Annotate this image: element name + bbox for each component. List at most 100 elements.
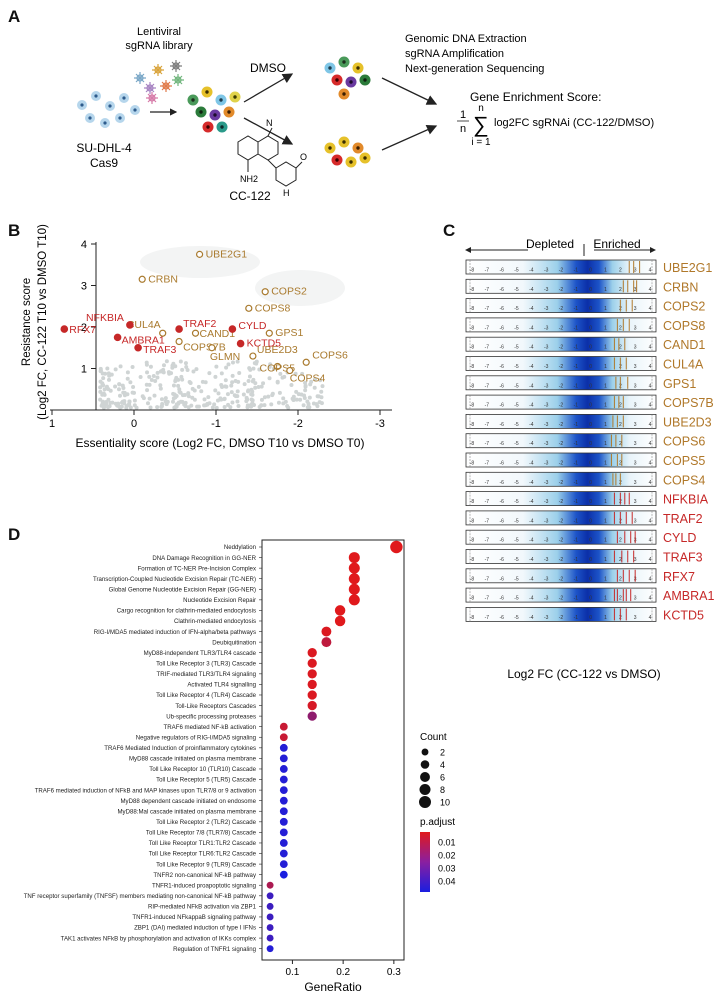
- d-dot: [279, 796, 288, 805]
- c-tick-label: -7: [485, 538, 490, 544]
- background-point: [268, 362, 273, 367]
- c-tick-label: -5: [514, 345, 519, 351]
- c-tick-label: -2: [559, 518, 564, 524]
- c-tick-label: 3: [634, 325, 637, 331]
- c-tick-label: -6: [499, 306, 504, 312]
- c-tick-label: -8: [470, 422, 475, 428]
- b-point-label: NFKBIA: [86, 312, 124, 324]
- c-heat-bar: [465, 278, 657, 294]
- background-point: [267, 376, 272, 381]
- c-tick-label: 0: [589, 364, 592, 370]
- background-point: [191, 369, 196, 374]
- c-tick-label: 2: [619, 422, 622, 428]
- c-tick-label: 0: [589, 538, 592, 544]
- c-tick-label: 0: [589, 383, 592, 389]
- c-tick-label: -2: [559, 576, 564, 582]
- count-legend-dot: [420, 760, 430, 769]
- background-point: [121, 385, 126, 390]
- background-point: [109, 372, 114, 377]
- d-dot: [279, 817, 288, 826]
- c-gene-label: COPS7B: [663, 396, 714, 410]
- c-tick-label: -7: [485, 576, 490, 582]
- background-point: [308, 382, 313, 387]
- c-row-traf3: -8 -7 -6 -5 -4 -3 -2 -1 0 1 2 3 4 TRAF3: [465, 549, 703, 565]
- background-point: [190, 386, 195, 391]
- background-point: [113, 384, 118, 389]
- d-dot: [307, 690, 317, 700]
- c-tick-label: -1: [574, 576, 579, 582]
- c-tick-label: -3: [544, 461, 549, 467]
- c-heat-bar: [465, 568, 657, 584]
- c-tick-label: 2: [619, 576, 622, 582]
- d-term-label: Toll Like Receptor TLR1:TLR2 Cascade: [149, 840, 257, 847]
- background-point: [213, 374, 218, 379]
- c-tick-label: 0: [589, 480, 592, 486]
- background-point: [183, 361, 188, 366]
- c-tick-label: 4: [649, 268, 652, 274]
- background-point: [230, 360, 235, 365]
- c-tick-label: -7: [485, 480, 490, 486]
- background-point: [100, 383, 105, 388]
- background-point: [160, 401, 165, 406]
- d-dot: [307, 669, 317, 679]
- b-point-label: TRAF3: [143, 344, 176, 356]
- c-tick-label: -7: [485, 306, 490, 312]
- d-plot-frame: [261, 539, 405, 961]
- c-gene-label: COPS6: [663, 435, 705, 449]
- d-dot: [348, 594, 360, 606]
- b-point-label: CUL4A: [127, 319, 161, 331]
- b-point-label: RFX7: [69, 324, 96, 336]
- c-tick-label: -4: [529, 441, 534, 447]
- c-tick-label: 1: [604, 306, 607, 312]
- background-point: [185, 368, 190, 373]
- background-point: [164, 401, 169, 406]
- c-tick-label: -7: [485, 557, 490, 563]
- c-tick-label: -2: [559, 557, 564, 563]
- background-point: [196, 384, 201, 389]
- c-tick-label: 2: [619, 557, 622, 563]
- c-tick-label: 1: [604, 441, 607, 447]
- c-tick-label: -1: [574, 538, 579, 544]
- background-point: [186, 391, 191, 396]
- b-x-tick-label: -1: [211, 418, 221, 430]
- c-tick-label: -7: [485, 383, 490, 389]
- c-tick-label: 2: [619, 461, 622, 467]
- cc122-n-label: N: [266, 118, 273, 128]
- background-point: [177, 387, 182, 392]
- d-dot: [266, 881, 274, 889]
- c-tick-label: -8: [470, 383, 475, 389]
- background-point: [200, 379, 205, 384]
- background-point: [118, 405, 123, 410]
- c-tick-label: 2: [619, 268, 622, 274]
- b-highlight-points: UBE2G1 CRBN COPS2 COPS8 CUL4A CAND1 GPS1 COPS7B…: [60, 248, 348, 385]
- d-dot: [279, 828, 288, 837]
- background-point: [276, 400, 281, 405]
- c-tick-label: 3: [634, 461, 637, 467]
- c-tick-label: -8: [470, 576, 475, 582]
- background-point: [230, 380, 235, 385]
- d-dot: [348, 573, 360, 585]
- c-tick-label: -1: [574, 306, 579, 312]
- c-tick-label: -7: [485, 615, 490, 621]
- d-term-label: Activated TLR4 signalling: [187, 682, 256, 689]
- c-tick-label: 1: [604, 596, 607, 602]
- c-tick-label: 0: [589, 422, 592, 428]
- d-term-label: TRAF6 mediated NF-kB activation: [164, 724, 256, 731]
- count-legend-label: 8: [440, 785, 445, 795]
- c-tick-label: 1: [604, 268, 607, 274]
- c-tick-label: -6: [499, 615, 504, 621]
- count-legend: 2 4 6 8 10: [419, 748, 450, 808]
- c-row-cops7b: -8 -7 -6 -5 -4 -3 -2 -1 0 1 2 3 4 COPS7B: [465, 394, 714, 410]
- c-row-cand1: -8 -7 -6 -5 -4 -3 -2 -1 0 1 2 3 4 CAND1: [465, 336, 705, 352]
- background-point: [235, 359, 240, 364]
- c-heat-bar: [465, 413, 657, 429]
- b-point-label: UBE2D3: [257, 344, 298, 356]
- d-dot: [279, 754, 288, 763]
- c-tick-label: -2: [559, 615, 564, 621]
- background-point: [223, 378, 228, 383]
- c-tick-label: -3: [544, 325, 549, 331]
- c-tick-label: -6: [499, 596, 504, 602]
- c-tick-label: 4: [649, 345, 652, 351]
- c-tick-label: -6: [499, 268, 504, 274]
- background-point: [219, 371, 224, 376]
